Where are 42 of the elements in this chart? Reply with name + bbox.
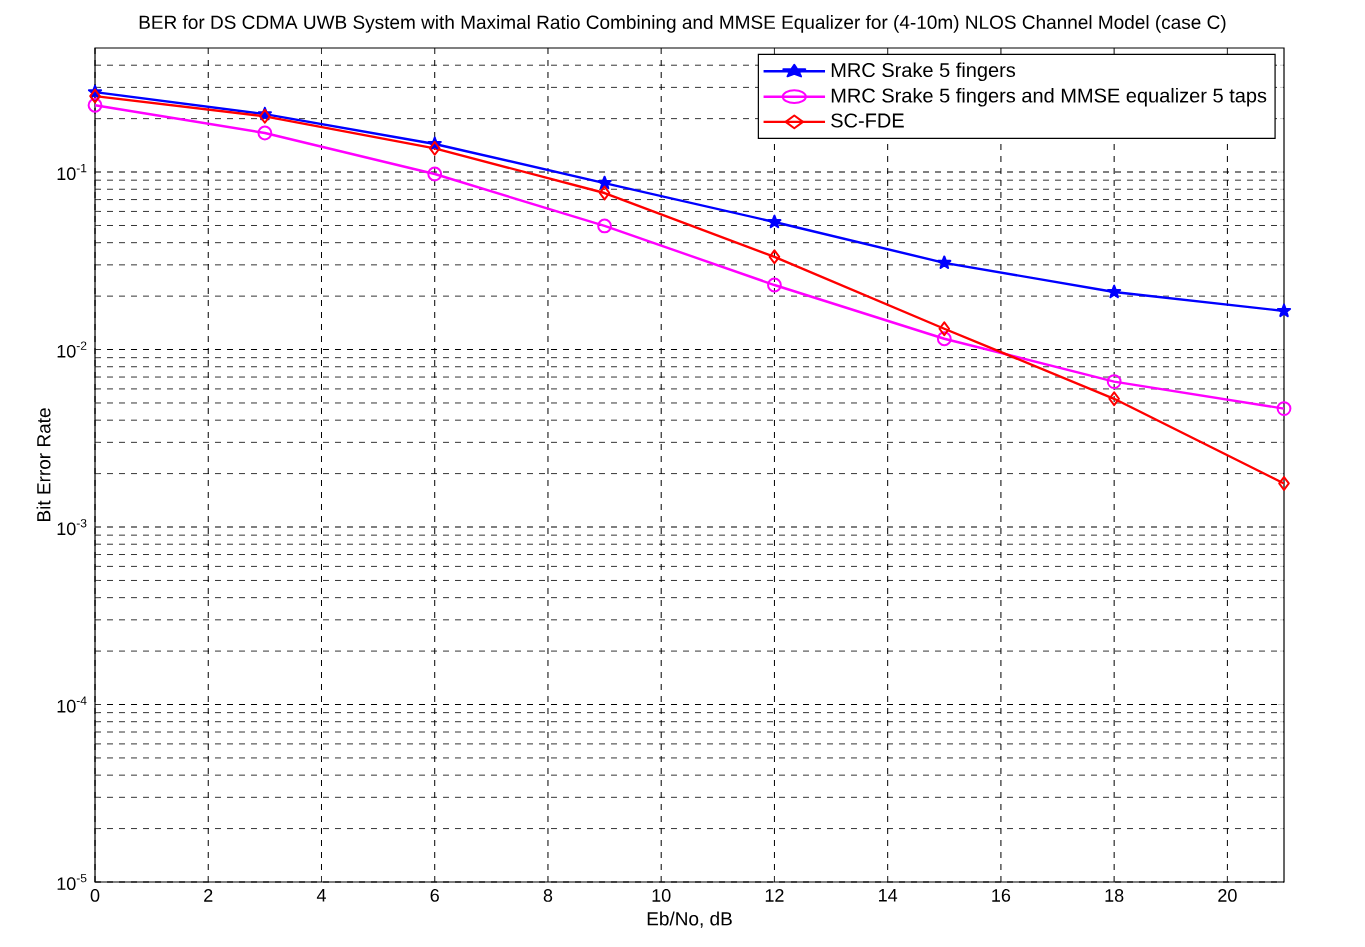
- point: [1278, 476, 1290, 491]
- x-tick-label: 2: [204, 889, 213, 902]
- point: [1108, 391, 1120, 407]
- y-tick-label: 10$^{-1}$: [57, 164, 87, 181]
- point: [257, 125, 273, 141]
- x-tick-label: 20: [1218, 889, 1237, 902]
- legend-label: SC-FDE: [831, 113, 904, 128]
- point: [597, 175, 612, 190]
- point: [597, 218, 612, 234]
- x-tick-label: 8: [543, 889, 553, 902]
- point: [1276, 303, 1292, 318]
- point: [937, 255, 952, 270]
- x-tick-label: 18: [1105, 889, 1124, 902]
- point: [1276, 401, 1292, 416]
- point: [87, 97, 103, 113]
- x-tick-label: 10: [652, 889, 671, 902]
- chart-title: BER for DS CDMA UWB System with Maximal Ratio Combining and MMSE Equalizer for (4-10m) NLOS Channel Model (case C): [139, 15, 1226, 33]
- y-tick-label: 10$^{-4}$: [57, 696, 87, 713]
- point: [768, 249, 781, 265]
- x-tick-label: 12: [765, 889, 784, 902]
- legend-label: MRC Srake 5 fingers and MMSE equalizer 5 taps: [831, 87, 1267, 107]
- x-tick-label: 4: [316, 889, 326, 902]
- point: [938, 321, 951, 337]
- x-axis-title: Eb/No, dB: [647, 911, 732, 928]
- x-tick-label: 14: [879, 889, 898, 902]
- y-tick-label: 10$^{-5}$: [57, 873, 87, 891]
- point: [598, 185, 611, 201]
- point: [936, 331, 952, 347]
- point: [1107, 284, 1122, 299]
- point: [767, 214, 782, 229]
- point: [767, 277, 782, 293]
- x-tick-label: 16: [992, 889, 1011, 902]
- y-axis-title: Bit Error Rate: [36, 408, 51, 521]
- y-tick-label: 10$^{-3}$: [57, 518, 87, 536]
- legend-label: MRC Srake 5 fingers: [831, 62, 1016, 82]
- x-tick-label: 0: [90, 889, 100, 902]
- point: [1106, 374, 1122, 389]
- point: [427, 166, 443, 182]
- point: [428, 140, 441, 156]
- point: [89, 88, 101, 104]
- x-tick-label: 6: [430, 889, 439, 902]
- y-tick-label: 10$^{-2}$: [57, 341, 87, 358]
